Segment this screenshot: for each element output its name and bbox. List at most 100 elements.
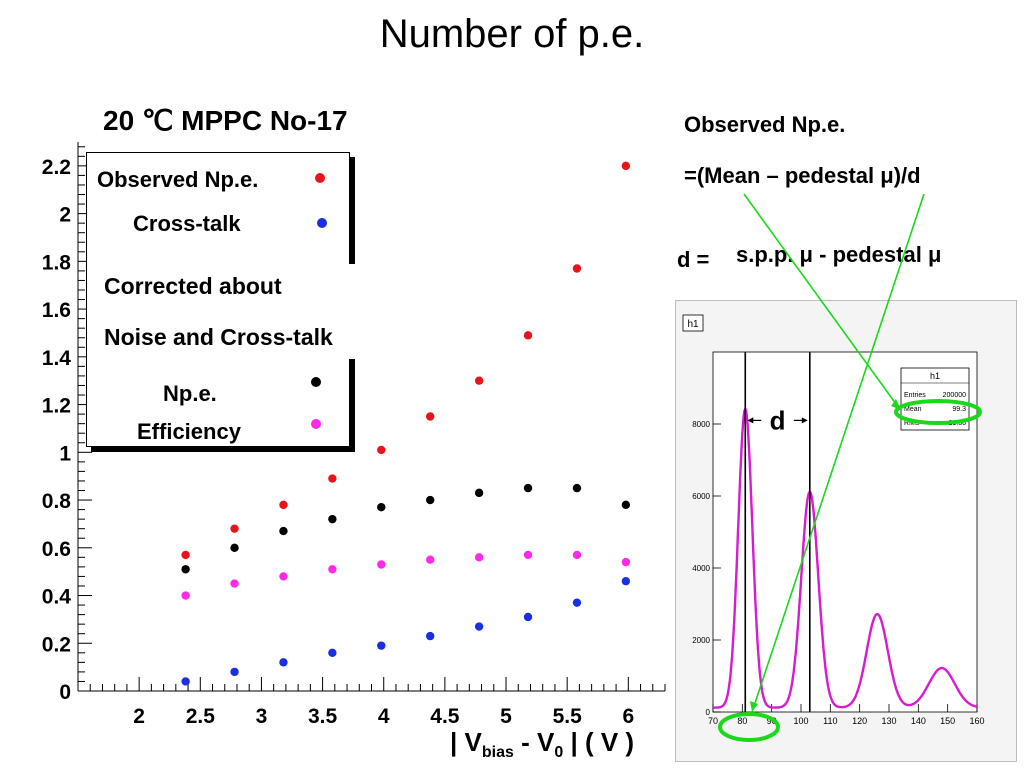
data-point-observed-np-e [181, 550, 190, 560]
page-title: Number of p.e. [379, 12, 645, 56]
stats-row-label: Mean [904, 406, 922, 413]
histogram-x-tick-label: 130 [881, 716, 896, 726]
data-point-np-e [377, 503, 386, 512]
x-axis-title-part: | V [450, 727, 482, 757]
histogram-chart: h1 0 2000 4000 6000 8000 70 80 90 100 110 120 130 140… [682, 314, 985, 726]
x-axis-title-part: - V [513, 727, 555, 757]
histogram-x-tick-label: 70 [708, 716, 718, 726]
data-point-observed-np-e [377, 445, 386, 455]
x-tick-label: 4.5 [430, 705, 460, 728]
stats-row-label: RMS [904, 420, 920, 427]
data-point-np-e [621, 500, 631, 510]
legend-marker-crosstalk [317, 218, 327, 228]
data-point-efficiency [621, 557, 631, 567]
x-tick-label: 2.5 [186, 705, 216, 728]
d-definition: s.p.p. μ - pedestal μ [736, 242, 942, 267]
observed-definition-line1: Observed Np.e. [684, 112, 846, 137]
legend-label-efficiency: Efficiency [137, 419, 241, 444]
y-tick-label: 1.8 [42, 251, 72, 274]
y-tick-label: 0.4 [42, 586, 72, 609]
data-point-cross-talk [621, 577, 631, 586]
legend-marker-efficiency [311, 419, 321, 429]
data-point-np-e [279, 526, 288, 536]
legend-marker-observed [315, 173, 325, 183]
legend-label-crosstalk: Cross-talk [133, 211, 241, 236]
data-point-observed-np-e [572, 264, 582, 273]
x-tick-label: 5.5 [553, 705, 583, 728]
x-axis-title: | Vbias - V0 | ( V ) [450, 727, 634, 762]
data-point-cross-talk [426, 631, 435, 641]
histogram-x-tick-label: 110 [823, 716, 837, 726]
histogram-x-tick-label: 160 [969, 716, 984, 726]
data-point-observed-np-e [426, 412, 435, 421]
data-point-cross-talk [230, 667, 239, 677]
legend-marker-npe [311, 377, 321, 387]
histogram-x-tick-label: 120 [852, 716, 867, 726]
histogram-y-tick-label: 8000 [692, 420, 710, 429]
data-point-np-e [328, 514, 337, 524]
data-point-efficiency [474, 553, 484, 562]
x-tick-label: 3.5 [308, 705, 338, 728]
y-tick-label: 0.6 [42, 538, 71, 561]
data-point-cross-talk [572, 598, 582, 607]
data-point-efficiency [426, 555, 435, 564]
data-point-cross-talk [474, 622, 484, 631]
y-tick-label: 2 [59, 204, 71, 227]
data-point-observed-np-e [523, 331, 533, 340]
y-tick-label: 0.2 [42, 633, 71, 656]
x-axis-title-sub: 0 [554, 744, 564, 762]
data-point-cross-talk [181, 677, 190, 686]
y-tick-label: 1.2 [42, 395, 71, 418]
data-point-observed-np-e [621, 161, 631, 171]
data-point-efficiency [230, 579, 239, 588]
data-point-observed-np-e [279, 500, 288, 510]
data-point-cross-talk [279, 658, 288, 667]
stats-row-value: 200000 [943, 392, 966, 399]
data-point-cross-talk [523, 612, 533, 622]
corrected-line2: Noise and Cross-talk [104, 324, 333, 350]
x-tick-label: 4 [378, 705, 390, 728]
x-tick-label: 3 [256, 705, 268, 728]
data-point-efficiency [181, 591, 190, 600]
data-point-np-e [474, 488, 484, 498]
x-axis-title-part: | ( V ) [563, 727, 635, 757]
data-point-np-e [230, 543, 239, 552]
y-tick-label: 0 [59, 681, 71, 704]
x-axis-title-sub: bias [481, 744, 514, 762]
histogram-title-box [682, 314, 704, 332]
stats-row-label: Entries [904, 392, 926, 399]
stats-row-value: 21.36 [948, 420, 966, 427]
x-tick-label: 6 [622, 705, 634, 728]
histogram-x-tick-label: 90 [767, 716, 777, 726]
histogram-title: h1 [687, 319, 699, 330]
histogram-y-tick-label: 4000 [692, 564, 710, 573]
d-arrowhead-left [747, 417, 754, 424]
observed-definition-line2: =(Mean – pedestal μ)/d [684, 163, 921, 188]
histogram-y-tick-label: 0 [706, 708, 711, 717]
data-point-efficiency [377, 560, 386, 569]
data-point-efficiency [279, 572, 288, 581]
y-tick-label: 2.2 [42, 156, 71, 179]
d-marker-label: d [770, 405, 786, 435]
legend-label-npe: Np.e. [163, 381, 217, 406]
y-tick-label: 0.8 [42, 490, 72, 513]
data-point-efficiency [572, 550, 582, 560]
histogram-x-tick-label: 100 [793, 716, 808, 726]
data-point-np-e [523, 483, 533, 493]
histogram-x-tick-label: 80 [737, 716, 747, 726]
data-point-np-e [181, 565, 190, 574]
y-tick-label: 1 [59, 442, 71, 465]
stats-box-title: h1 [930, 371, 940, 381]
histogram-x-tick-label: 140 [911, 716, 926, 726]
corrected-note: Corrected about Noise and Cross-talk [92, 264, 404, 359]
data-point-cross-talk [328, 648, 337, 658]
plot-title: 20 ℃ MPPC No-17 [103, 105, 348, 136]
y-tick-label: 1.6 [42, 299, 71, 322]
data-point-np-e [572, 483, 582, 493]
data-point-efficiency [328, 565, 337, 574]
corrected-line1: Corrected about [104, 273, 282, 299]
d-equals-label: d = [677, 247, 710, 272]
y-tick-label: 1.4 [42, 347, 72, 370]
data-point-efficiency [523, 550, 533, 560]
x-tick-label: 2 [133, 705, 145, 728]
